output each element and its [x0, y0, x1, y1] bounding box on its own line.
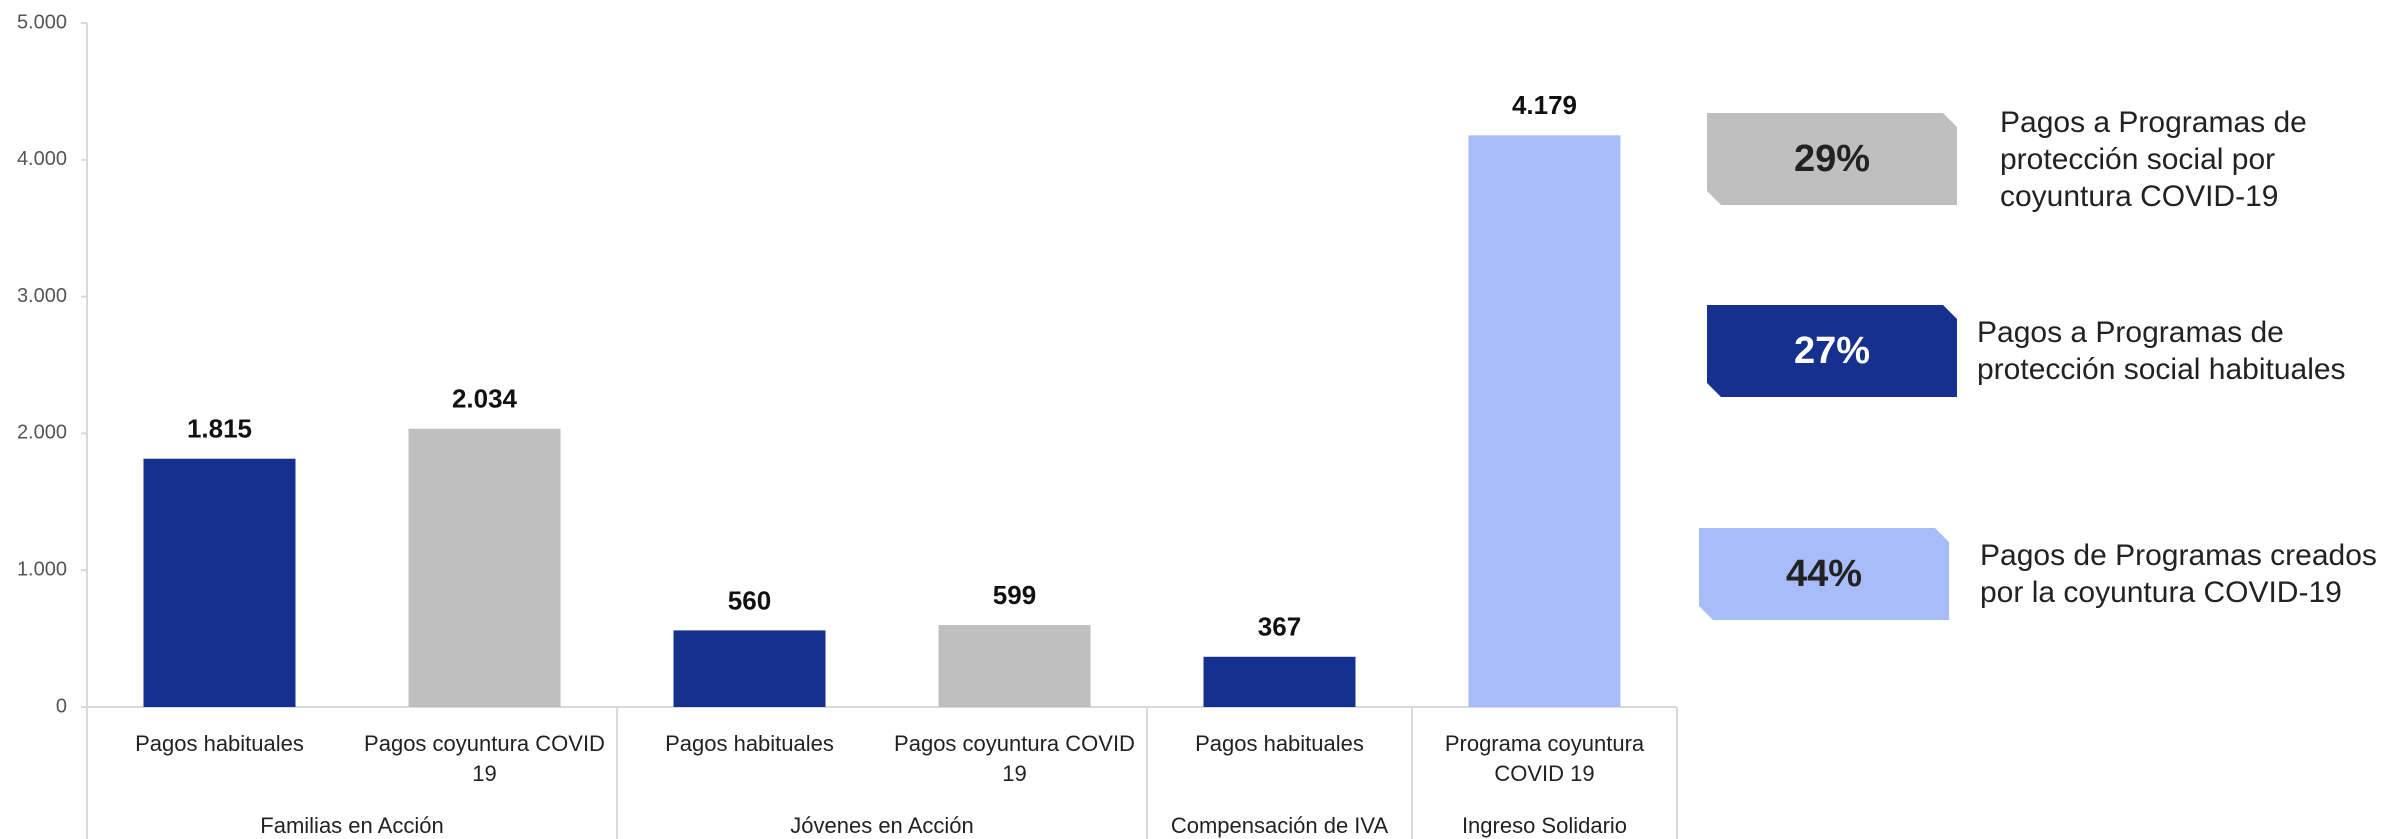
- legend-box: [1707, 305, 1957, 397]
- value-label: 2.034: [452, 384, 518, 414]
- x-tick-label: Programa coyuntura COVID 19: [1444, 731, 1645, 786]
- bar: [1468, 135, 1621, 707]
- x-tick-label: Pagos habituales: [665, 731, 834, 756]
- legend-text: Pagos de Programas creados por la coyunt…: [1980, 539, 2377, 609]
- value-label: 560: [728, 585, 771, 615]
- group-label: Familias en Acción: [260, 813, 444, 838]
- x-tick-label: Pagos habituales: [1195, 731, 1364, 756]
- legend-percent: 27%: [1794, 330, 1870, 372]
- value-label: 1.815: [187, 414, 252, 444]
- value-label: 367: [1258, 612, 1301, 642]
- legend-percent: 44%: [1786, 553, 1862, 595]
- y-tick-label: 1.000: [17, 558, 67, 580]
- bar: [143, 458, 296, 707]
- bar: [1203, 656, 1356, 707]
- group-label: Jóvenes en Acción: [790, 813, 974, 838]
- x-tick-label: Pagos habituales: [135, 731, 304, 756]
- bar: [408, 428, 561, 707]
- legend-percent: 29%: [1794, 138, 1870, 180]
- group-label: Ingreso Solidario: [1461, 813, 1628, 838]
- value-label: 599: [993, 580, 1036, 610]
- bar: [673, 630, 826, 707]
- legend-text: Pagos a Programas de protección social h…: [1977, 316, 2346, 386]
- y-tick-label: 3.000: [17, 285, 67, 307]
- x-tick-label: Pagos coyuntura COVID 19: [364, 731, 605, 786]
- group-label: Compensación de IVA: [1170, 813, 1389, 838]
- x-tick-label: Pagos coyuntura COVID 19: [894, 731, 1135, 786]
- y-tick-label: 4.000: [17, 148, 67, 170]
- y-tick-label: 5.000: [17, 11, 67, 33]
- y-tick-label: 0: [56, 695, 67, 717]
- value-label: 4.179: [1512, 90, 1577, 120]
- legend-box: [1699, 528, 1949, 620]
- legend-text: Pagos a Programas de protección social p…: [2000, 105, 2307, 213]
- y-tick-label: 2.000: [17, 422, 67, 444]
- bar: [938, 625, 1091, 707]
- legend-box: [1707, 113, 1957, 205]
